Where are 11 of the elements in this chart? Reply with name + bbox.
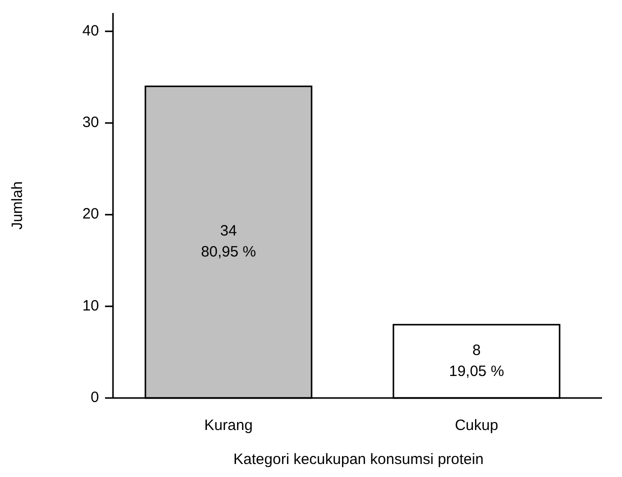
x-tick-label: Cukup [454, 417, 498, 434]
y-tick-label: 30 [82, 114, 99, 131]
data-label: 8 19,05 % [448, 342, 504, 380]
y-tick-label: 20 [82, 206, 99, 223]
y-tick-label: 10 [82, 297, 99, 314]
y-axis-title: Jumlah [9, 181, 26, 230]
x-axis-title: Kategori kecukupan konsumsi protein [233, 451, 484, 468]
y-tick-label: 0 [90, 388, 99, 406]
y-tick-label: 40 [82, 22, 99, 40]
data-label: 34 80,95 % [200, 222, 256, 261]
x-tick-label: Kurang [204, 417, 253, 434]
